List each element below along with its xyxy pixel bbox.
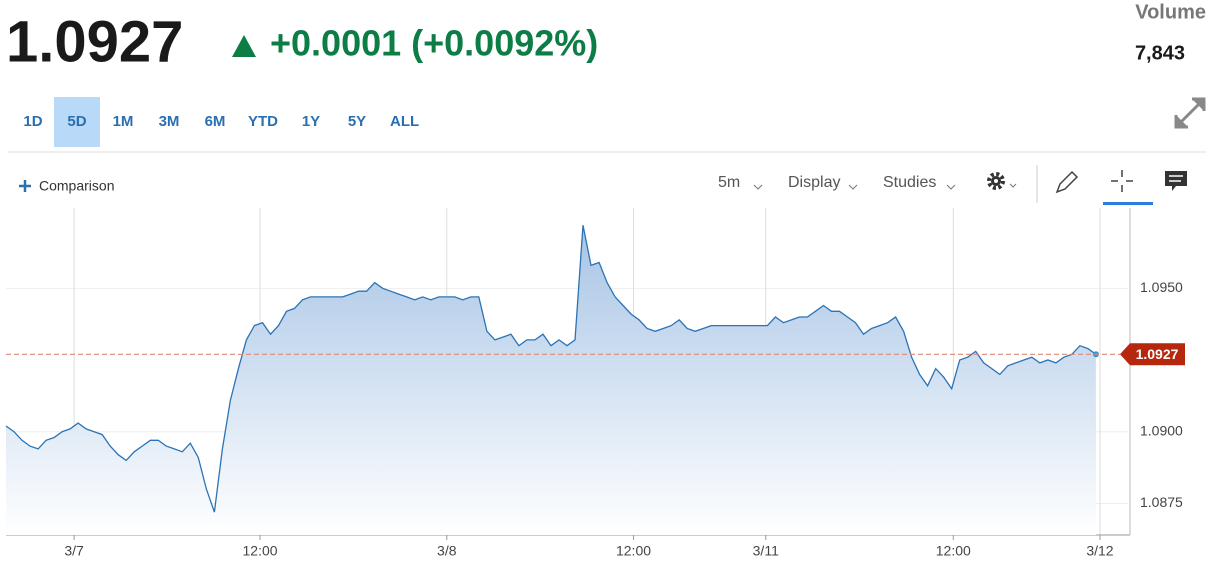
x-tick-label: 3/7 [64,543,84,559]
range-label: 5D [67,113,86,130]
price: 1.0927 [6,9,183,74]
range-label: 1D [23,113,42,130]
crosshair-icon[interactable] [1111,170,1133,192]
range-button[interactable]: 1M [113,113,134,130]
chevron [753,184,763,190]
range-button[interactable]: 1D [23,113,42,130]
chevron [946,184,956,190]
comparison-label: Comparison [39,178,114,194]
x-tick-label: 12:00 [616,543,651,559]
expand-icon[interactable] [1174,97,1206,129]
price-line [5,225,1097,513]
range-button[interactable]: YTD [248,113,278,130]
x-tick-label: 12:00 [936,543,971,559]
active-underline [1103,202,1153,205]
comparison-button[interactable]: Comparison [19,178,114,194]
x-tick-label: 12:00 [243,543,278,559]
range-button[interactable]: 3M [159,113,180,130]
studies-menu[interactable]: Studies [883,174,956,191]
range-label: 6M [205,113,226,130]
range-label: 3M [159,113,180,130]
range-button[interactable]: ALL [390,113,419,130]
range-label: 1M [113,113,134,130]
display-menu[interactable]: Display [788,174,858,191]
range-button[interactable]: 5D [54,97,100,147]
x-tick-label: 3/11 [753,543,779,559]
change: +0.0001 (+0.0092%) [270,23,598,64]
x-tick-label: 3/8 [437,543,457,559]
volume: 7,843 [1135,42,1185,64]
x-tick-label: 3/12 [1086,543,1113,559]
comment-lines [1169,175,1183,182]
y-tick-label: 1.0950 [1140,279,1183,295]
volume-label: Volume [1135,1,1206,23]
interval-label: 5m [718,174,740,191]
range-selected [54,97,100,147]
settings-icon[interactable] [987,172,1017,190]
draw-icon[interactable] [1055,170,1079,194]
last-price-label: 1.0927 [1136,346,1179,362]
range-button[interactable]: 6M [205,113,226,130]
chevron [848,184,858,190]
range-label: ALL [390,113,419,130]
display-label: Display [788,174,840,191]
range-button[interactable]: 1Y [302,113,320,130]
studies-label: Studies [883,174,936,191]
chart: 1.0875 1.0900 1.0950 3/7 12:00 3/8 12:00 3/11 12… [5,208,1185,559]
up-arrow [232,35,256,57]
area [6,225,1096,535]
range-label: 5Y [348,113,366,130]
range-label: YTD [248,113,278,130]
y-tick-label: 1.0875 [1140,494,1183,510]
range-label: 1Y [302,113,320,130]
range-button[interactable]: 5Y [348,113,366,130]
interval-menu[interactable]: 5m [718,174,763,191]
y-tick-label: 1.0900 [1140,422,1183,438]
plus-icon [19,180,31,192]
last-price-badge [1120,343,1185,366]
range-buttons: 1D 5D 1M 3M 6M YTD 1Y 5Y ALL [23,97,419,147]
